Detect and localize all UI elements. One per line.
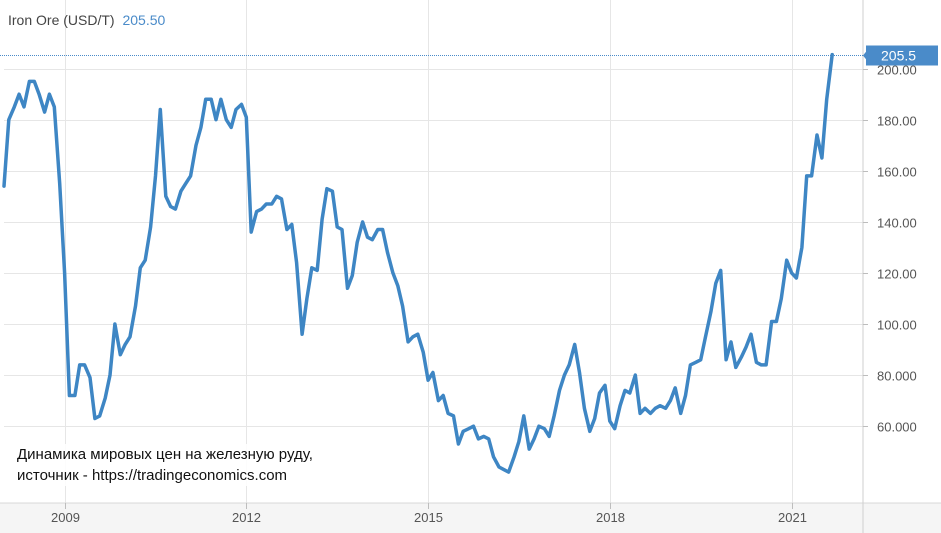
x-axis: 2009 2012 2015 2018 2021 (0, 502, 941, 533)
y-tick-label: 60.000 (877, 420, 917, 435)
y-tick-label: 180.00 (877, 114, 917, 129)
caption-line-1: Динамика мировых цен на железную руду, (17, 446, 313, 463)
x-tick-label: 2021 (778, 510, 807, 525)
chart-legend: Iron Ore (USD/T) 205.50 (8, 12, 165, 28)
current-value-badge-bg (866, 45, 938, 66)
x-tick-label: 2012 (232, 510, 261, 525)
current-value-badge-label: 205.5 (881, 48, 916, 64)
series-line[interactable] (2, 52, 834, 474)
x-tick-label: 2015 (414, 510, 443, 525)
x-tick-label: 2018 (596, 510, 625, 525)
y-tick-label: 200.00 (877, 63, 917, 78)
x-axis-band (0, 503, 941, 533)
caption-line-2: источник - https://tradingeconomics.com (17, 467, 288, 484)
y-tick-label: 140.00 (877, 216, 917, 231)
y-axis: 60.000 80.000 100.00 120.00 140.00 160.00 180.… (862, 0, 917, 533)
y-tick-label: 120.00 (877, 267, 917, 282)
x-tick-label: 2009 (51, 510, 80, 525)
legend-label: Iron Ore (USD/T) (8, 12, 115, 28)
current-value-badge: 205.5 (863, 45, 938, 66)
current-value-badge-pointer (863, 50, 867, 61)
y-tick-label: 160.00 (877, 165, 917, 180)
grid-lines (4, 0, 863, 503)
y-tick-label: 100.00 (877, 318, 917, 333)
chart-caption: Динамика мировых цен на железную руду, и… (15, 444, 315, 486)
y-tick-label: 80.000 (877, 369, 917, 384)
legend-value: 205.50 (122, 12, 166, 28)
